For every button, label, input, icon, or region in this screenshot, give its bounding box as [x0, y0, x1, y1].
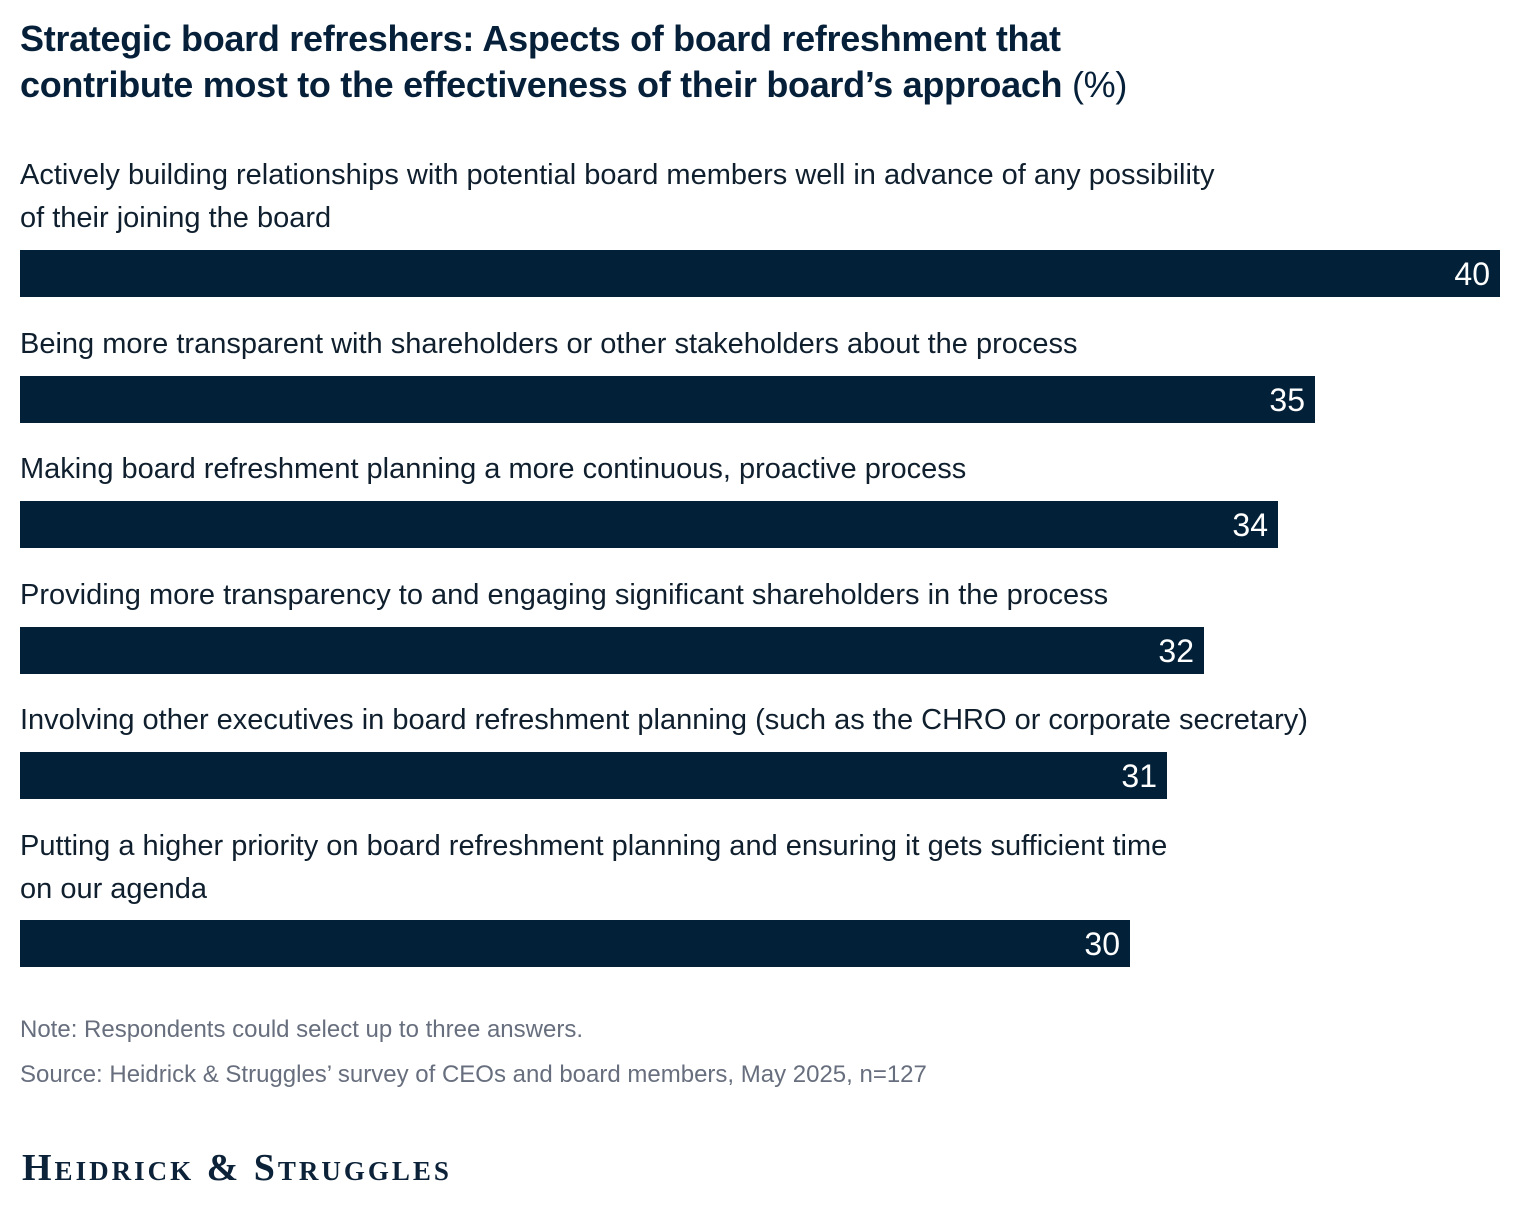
bar-value: 30 [1084, 926, 1120, 962]
bar: 35 [20, 376, 1315, 423]
bar-label: Making board refreshment planning a more… [20, 448, 1510, 491]
bar: 40 [20, 250, 1500, 297]
bar-value: 40 [1454, 256, 1490, 292]
label-line: on our agenda [20, 873, 208, 905]
bar: 34 [20, 501, 1278, 548]
bar-value: 35 [1269, 382, 1305, 418]
label-line: Actively building relationships with pot… [20, 159, 1215, 191]
brand-logo: Heidrick & Struggles [22, 1147, 452, 1189]
label-line: of their joining the board [20, 202, 332, 234]
label-line: Involving other executives in board refr… [20, 704, 1308, 736]
bar-row: Being more transparent with shareholders… [20, 323, 1510, 423]
bar-label: Being more transparent with shareholders… [20, 323, 1510, 366]
label-line: Providing more transparency to and engag… [20, 579, 1109, 611]
bar-label: Involving other executives in board refr… [20, 699, 1510, 742]
bar-label: Providing more transparency to and engag… [20, 574, 1510, 617]
title-unit: (%) [1071, 64, 1128, 105]
bar-row: Actively building relationships with pot… [20, 154, 1510, 297]
bar-value: 32 [1158, 633, 1194, 669]
note-text: Note: Respondents could select up to thr… [20, 1016, 583, 1043]
bar-label: Putting a higher priority on board refre… [20, 825, 1510, 911]
bar-value: 34 [1232, 507, 1268, 543]
source-text: Source: Heidrick & Struggles’ survey of … [20, 1061, 927, 1088]
label-line: Being more transparent with shareholders… [20, 328, 1078, 360]
bar-label: Actively building relationships with pot… [20, 154, 1510, 240]
bar-row: Making board refreshment planning a more… [20, 448, 1510, 548]
bar-row: Involving other executives in board refr… [20, 699, 1510, 799]
bar-row: Providing more transparency to and engag… [20, 574, 1510, 674]
chart-title: Strategic board refreshers: Aspects of b… [20, 16, 1500, 108]
title-line-2: contribute most to the effectiveness of … [20, 64, 1063, 105]
title-line-1: Strategic board refreshers: Aspects of b… [20, 18, 1061, 59]
label-line: Making board refreshment planning a more… [20, 453, 967, 485]
bar: 31 [20, 752, 1167, 799]
bar-row: Putting a higher priority on board refre… [20, 825, 1510, 967]
label-line: Putting a higher priority on board refre… [20, 830, 1168, 862]
bar: 30 [20, 920, 1130, 967]
bar: 32 [20, 627, 1204, 674]
bar-value: 31 [1121, 758, 1157, 794]
